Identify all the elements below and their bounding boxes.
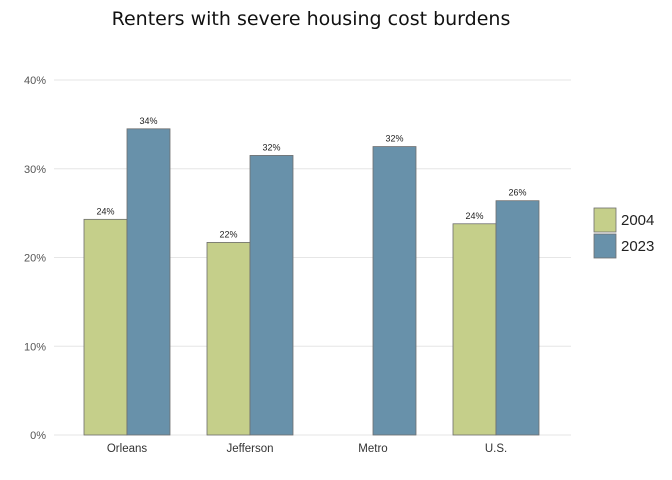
x-tick-label: Metro [358, 443, 387, 455]
x-tick-label: U.S. [485, 443, 507, 455]
bar-2023-us [495, 200, 540, 436]
bar-2004-jefferson [206, 242, 251, 436]
legend-label: 2023 [621, 238, 654, 255]
bar-2023-metro [372, 146, 417, 436]
x-tick-label: Jefferson [226, 443, 273, 455]
x-axis: Orleans Jefferson Metro U.S. [107, 443, 507, 455]
bar-2023-jefferson [249, 155, 294, 436]
legend-swatch-2023 [593, 233, 617, 259]
y-tick-label: 10% [24, 341, 46, 353]
y-tick-label: 40% [24, 75, 46, 87]
legend-swatch-2004 [593, 207, 617, 233]
data-label: 22% [219, 229, 237, 239]
y-tick-label: 0% [30, 430, 46, 442]
y-axis: 0% 10% 20% 30% 40% [24, 75, 46, 442]
data-label: 32% [262, 142, 280, 152]
data-label: 24% [465, 211, 483, 221]
data-label: 32% [385, 134, 403, 144]
data-label: 26% [508, 188, 526, 198]
data-labels: 24% 34% 22% 32% 32% 24% 26% [96, 116, 526, 240]
bar-2004-us [452, 223, 497, 436]
legend: 2004 2023 [593, 207, 654, 259]
y-tick-label: 20% [24, 253, 46, 265]
bars [83, 128, 540, 436]
bar-2023-orleans [126, 128, 171, 436]
y-tick-label: 30% [24, 164, 46, 176]
legend-label: 2004 [621, 212, 654, 229]
chart-title: Renters with severe housing cost burdens [112, 8, 511, 30]
data-label: 34% [139, 116, 157, 126]
x-tick-label: Orleans [107, 443, 148, 455]
data-label: 24% [96, 206, 114, 216]
bar-2004-orleans [83, 218, 128, 436]
